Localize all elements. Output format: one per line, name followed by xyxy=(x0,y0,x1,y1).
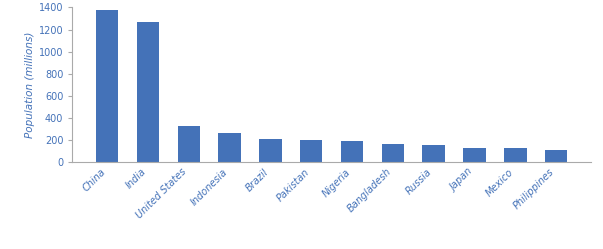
Bar xyxy=(504,148,526,162)
Bar xyxy=(382,144,404,162)
Bar xyxy=(96,10,118,162)
Bar xyxy=(300,140,323,162)
Bar xyxy=(218,133,241,162)
Bar xyxy=(137,22,159,162)
Bar xyxy=(423,145,445,162)
Bar xyxy=(177,126,200,162)
Y-axis label: Population (millions): Population (millions) xyxy=(25,31,34,138)
Bar xyxy=(341,141,363,162)
Bar xyxy=(545,150,567,162)
Bar xyxy=(463,147,486,162)
Bar xyxy=(259,139,282,162)
